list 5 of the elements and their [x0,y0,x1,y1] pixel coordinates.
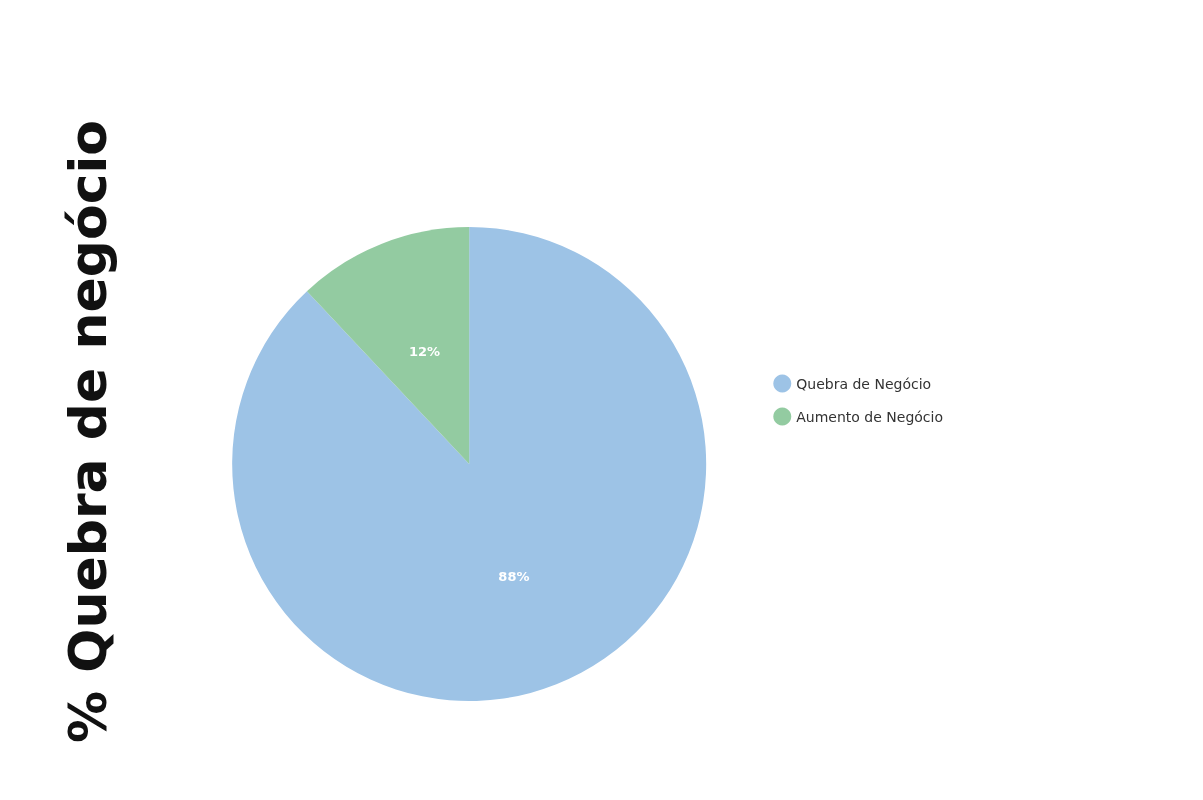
legend-label: Quebra de Negócio [796,375,932,392]
data-label: 12% [408,343,441,359]
text: % Quebra de negócio [58,119,118,743]
legend-label: Aumento de Negócio [796,408,944,425]
data-label: 88% [498,569,530,585]
